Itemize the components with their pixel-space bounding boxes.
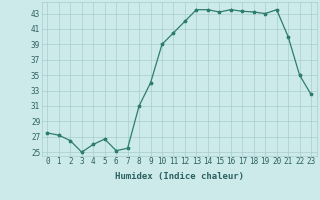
X-axis label: Humidex (Indice chaleur): Humidex (Indice chaleur) (115, 172, 244, 181)
